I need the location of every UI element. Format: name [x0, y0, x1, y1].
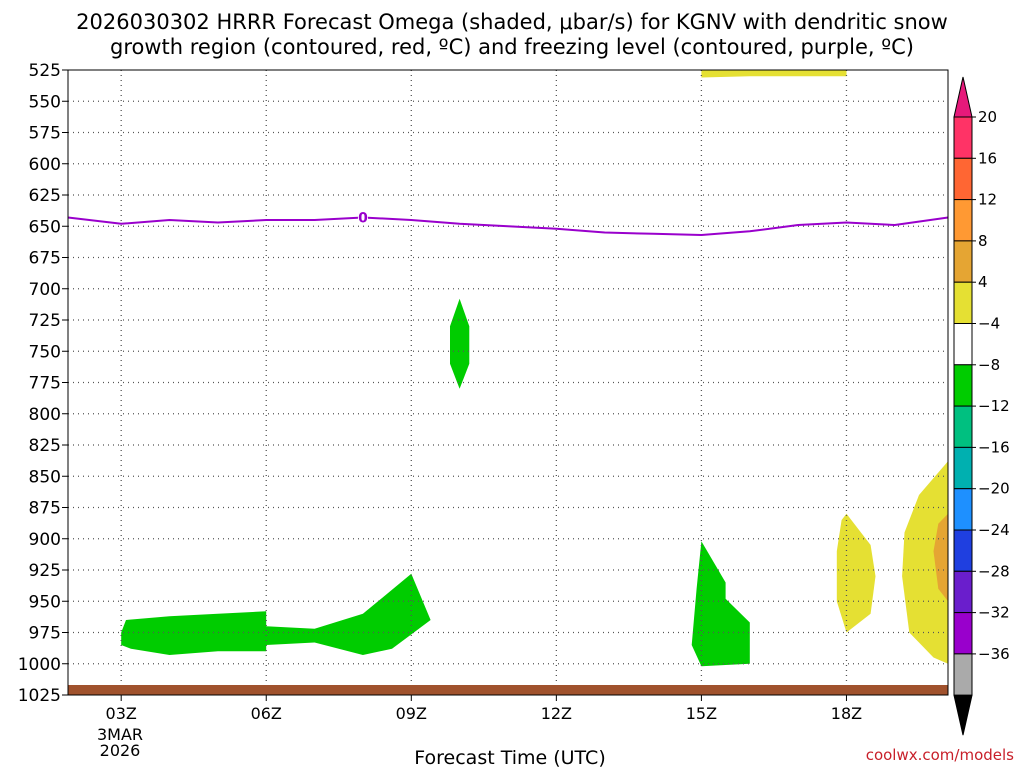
colorbar-label-1: 16	[978, 149, 997, 167]
y-tick-label-775: 775	[29, 374, 61, 394]
omega-region-descent-low-level-18z	[836, 513, 876, 633]
omega-region-ascent-midlevel-10z	[450, 298, 470, 389]
colorbar-bottom-triangle	[953, 694, 973, 736]
y-tick-label-950: 950	[29, 592, 61, 612]
omega-region-descent-core-late	[933, 513, 948, 602]
date-label-month: 3MAR	[97, 725, 143, 744]
title-line-2: growth region (contoured, red, ºC) and f…	[110, 35, 914, 59]
colorbar-label-4: 4	[978, 273, 988, 291]
colorbar-label-3: 8	[978, 232, 988, 250]
colorbar-label-13: −36	[978, 645, 1010, 663]
x-axis: 03Z 06Z 09Z 12Z 15Z 18Z	[106, 695, 862, 723]
colorbar-segment-6	[953, 364, 973, 407]
y-tick-label-600: 600	[29, 155, 61, 175]
y-tick-label-525: 525	[29, 61, 61, 81]
y-tick-label-800: 800	[29, 405, 61, 425]
y-tick-label-750: 750	[29, 342, 61, 362]
title-line-1: 2026030302 HRRR Forecast Omega (shaded, …	[76, 10, 948, 34]
x-tick-label-09Z: 09Z	[396, 704, 427, 723]
y-tick-label-875: 875	[29, 499, 61, 519]
colorbar-top-triangle	[953, 76, 973, 118]
colorbar: 20 16 12 8 4 −4 −8 −12 −16 −20 −24 −28 −32 −36	[953, 76, 1010, 736]
x-tick-label-06Z: 06Z	[251, 704, 282, 723]
y-tick-label-700: 700	[29, 280, 61, 300]
colorbar-segment-5	[953, 323, 973, 366]
y-tick-label-1000: 1000	[18, 655, 61, 675]
date-label-year: 2026	[100, 741, 141, 760]
omega-region-descent-upper-15z-18z	[701, 70, 847, 78]
colorbar-label-11: −28	[978, 562, 1010, 580]
y-tick-label-575: 575	[29, 124, 61, 144]
freezing-level-layer: 0	[67, 209, 949, 237]
colorbar-label-8: −16	[978, 438, 1010, 456]
colorbar-segment-9	[953, 488, 973, 531]
colorbar-label-5: −4	[978, 315, 1000, 333]
colorbar-label-12: −32	[978, 604, 1010, 622]
omega-region-ascent-low-level-early	[121, 573, 431, 655]
colorbar-segment-13	[953, 653, 973, 696]
y-tick-label-675: 675	[29, 249, 61, 269]
omega-region-ascent-low-level-15z	[691, 541, 750, 667]
colorbar-label-6: −8	[978, 356, 1000, 374]
colorbar-label-7: −12	[978, 397, 1010, 415]
colorbar-segment-2	[953, 199, 973, 242]
colorbar-segment-12	[953, 612, 973, 655]
freezing-level-line	[67, 216, 949, 237]
colorbar-segment-10	[953, 529, 973, 572]
colorbar-segment-3	[953, 240, 973, 283]
ground-layer	[68, 685, 948, 695]
y-tick-label-975: 975	[29, 624, 61, 644]
omega-region-descent-low-level-late	[902, 461, 948, 664]
y-tick-label-725: 725	[29, 311, 61, 331]
y-tick-label-1025: 1025	[18, 686, 61, 706]
ground-surface	[68, 685, 948, 695]
colorbar-label-0: 20	[978, 108, 997, 126]
y-axis: 525 550 575 600 625 650 675 700 725 750 775 800 825 8…	[18, 61, 68, 706]
chart-title: 2026030302 HRRR Forecast Omega (shaded, …	[76, 10, 948, 59]
omega-shading-layer	[121, 70, 948, 667]
y-tick-label-900: 900	[29, 530, 61, 550]
colorbar-segment-0	[953, 116, 973, 159]
y-tick-label-625: 625	[29, 186, 61, 206]
y-tick-label-650: 650	[29, 217, 61, 237]
y-tick-label-825: 825	[29, 436, 61, 456]
colorbar-label-10: −24	[978, 521, 1010, 539]
colorbar-label-9: −20	[978, 480, 1010, 498]
y-tick-label-550: 550	[29, 92, 61, 112]
x-axis-label: Forecast Time (UTC)	[414, 747, 605, 768]
freezing-level-label: 0	[358, 211, 368, 227]
y-tick-label-925: 925	[29, 561, 61, 581]
x-tick-label-03Z: 03Z	[106, 704, 137, 723]
colorbar-segment-8	[953, 446, 973, 490]
colorbar-segment-11	[953, 570, 973, 614]
colorbar-segment-4	[953, 281, 973, 325]
x-tick-label-12Z: 12Z	[541, 704, 572, 723]
colorbar-segment-7	[953, 405, 973, 448]
x-tick-label-18Z: 18Z	[831, 704, 862, 723]
freezing-level-label-bg	[357, 209, 368, 225]
credit-text[interactable]: coolwx.com/models	[866, 746, 1014, 764]
colorbar-segment-1	[953, 157, 973, 201]
colorbar-label-2: 12	[978, 191, 997, 209]
x-tick-label-15Z: 15Z	[686, 704, 717, 723]
y-tick-label-850: 850	[29, 467, 61, 487]
